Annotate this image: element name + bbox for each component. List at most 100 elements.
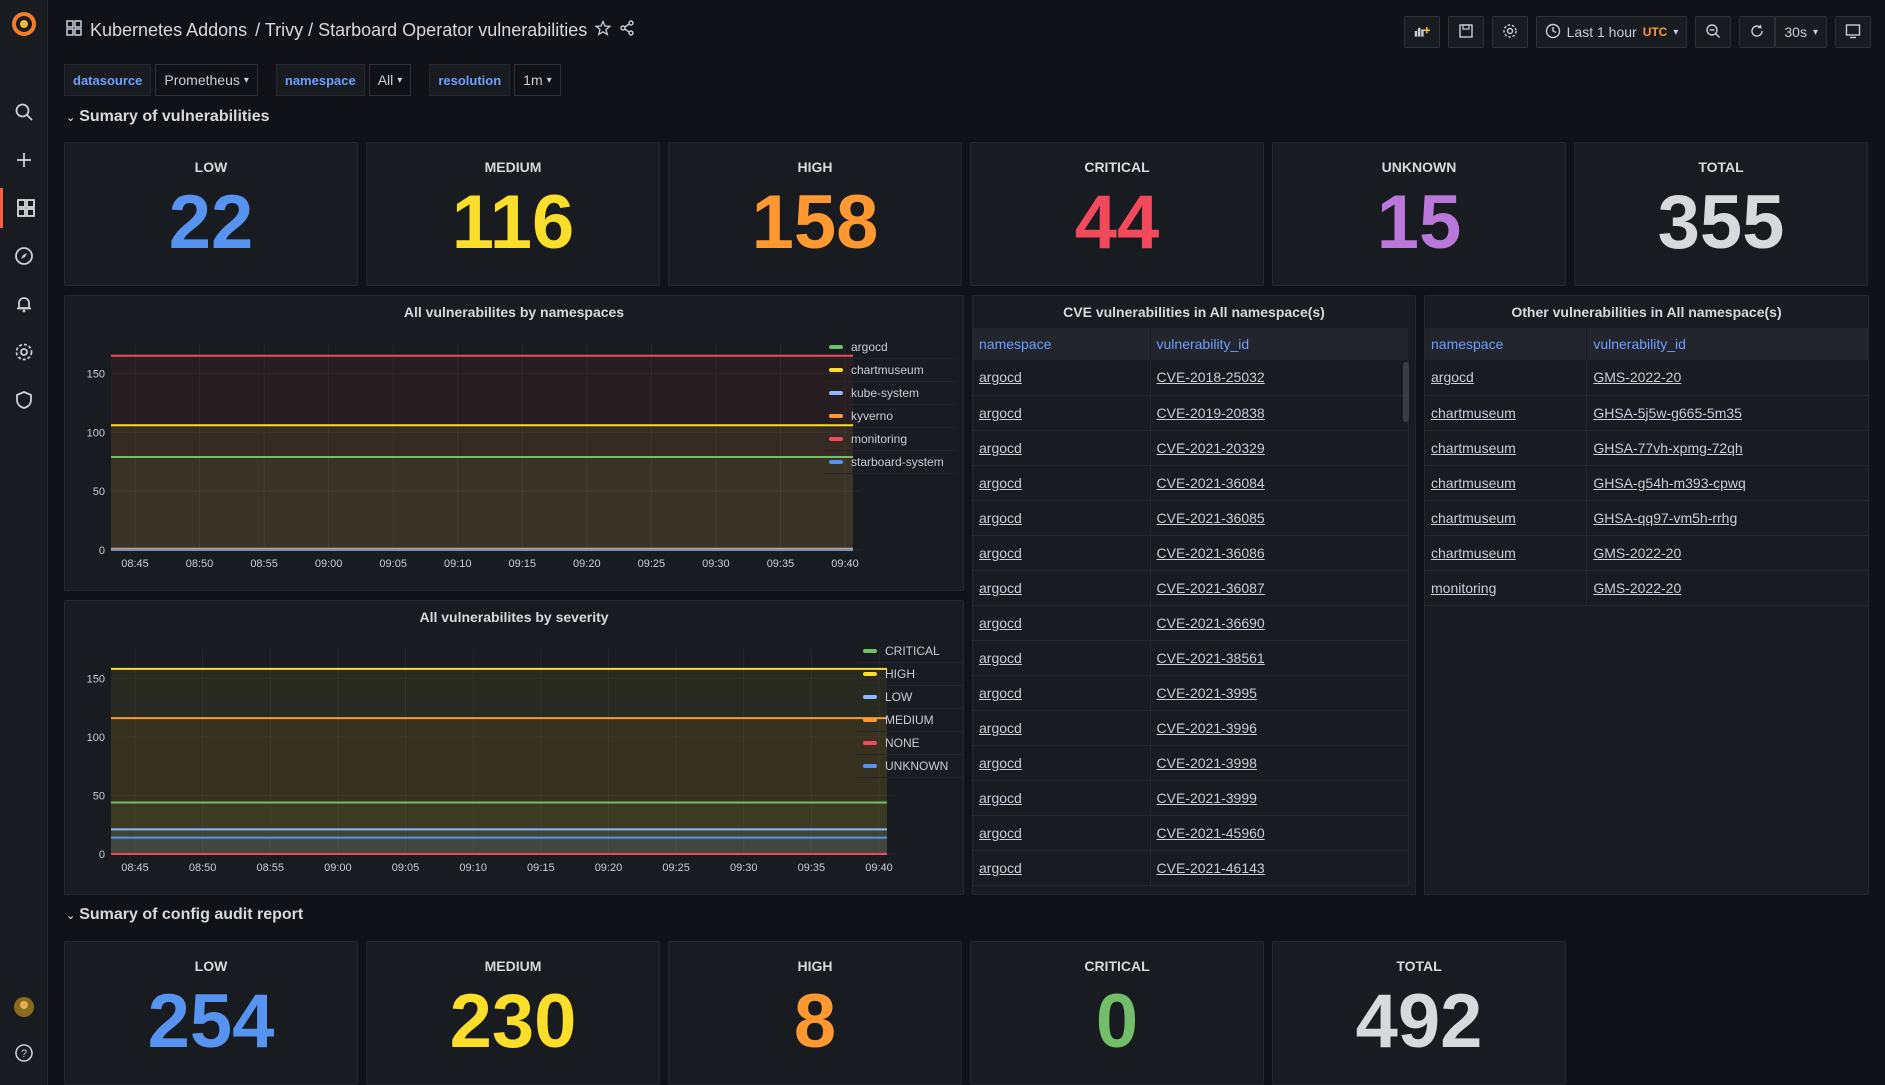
stat-title: TOTAL	[1698, 159, 1744, 175]
vulnerability-link[interactable]: CVE-2021-3999	[1150, 780, 1410, 816]
legend-item[interactable]: MEDIUM	[857, 709, 963, 732]
namespace-link[interactable]: argocd	[973, 395, 1151, 431]
column-header[interactable]: namespace	[973, 328, 1151, 360]
namespace-link[interactable]: argocd	[973, 640, 1151, 676]
shield-icon[interactable]	[0, 380, 48, 420]
legend-item[interactable]: starboard-system	[823, 451, 955, 474]
y-tick-label: 0	[99, 545, 105, 557]
vulnerability-link[interactable]: GMS-2022-20	[1586, 535, 1868, 571]
legend-item[interactable]: argocd	[823, 336, 955, 359]
legend-item[interactable]: UNKNOWN	[857, 755, 963, 778]
stat-title: CRITICAL	[1084, 159, 1150, 175]
legend-item[interactable]: HIGH	[857, 663, 963, 686]
legend-item[interactable]: monitoring	[823, 428, 955, 451]
row-config-audit-toggle[interactable]: ⌄ Sumary of config audit report	[66, 906, 303, 924]
table-scrollbar[interactable]	[1403, 362, 1409, 422]
vulnerability-link[interactable]: CVE-2021-36086	[1150, 535, 1410, 571]
legend-label: monitoring	[851, 432, 908, 446]
vulnerability-link[interactable]: CVE-2018-25032	[1150, 360, 1410, 396]
table-row: monitoring GMS-2022-20	[1425, 570, 1868, 606]
vulnerability-link[interactable]: GHSA-g54h-m393-cpwq	[1586, 465, 1868, 501]
vulnerability-link[interactable]: CVE-2021-45960	[1150, 815, 1410, 851]
namespace-link[interactable]: monitoring	[1425, 570, 1588, 606]
namespace-link[interactable]: argocd	[973, 745, 1151, 781]
namespace-link[interactable]: argocd	[973, 570, 1151, 606]
column-header[interactable]: vulnerability_id	[1150, 328, 1410, 360]
vulnerability-link[interactable]: CVE-2021-36690	[1150, 605, 1410, 641]
x-tick-label: 09:25	[638, 558, 666, 570]
legend-item[interactable]: chartmuseum	[823, 359, 955, 382]
add-panel-button[interactable]	[1403, 16, 1440, 48]
explore-icon[interactable]	[0, 236, 48, 276]
vulnerability-link[interactable]: CVE-2021-36084	[1150, 465, 1410, 501]
vulnerability-link[interactable]: CVE-2021-3996	[1150, 710, 1410, 746]
plus-icon[interactable]	[0, 140, 48, 180]
vulnerability-link[interactable]: CVE-2021-36085	[1150, 500, 1410, 536]
resolution-select[interactable]: 1m ▾	[514, 64, 561, 96]
legend-item[interactable]: kyverno	[823, 405, 955, 428]
datasource-select[interactable]: Prometheus ▾	[155, 64, 258, 96]
vulnerability-link[interactable]: GHSA-77vh-xpmg-72qh	[1586, 430, 1868, 466]
namespace-link[interactable]: argocd	[973, 535, 1151, 571]
share-icon[interactable]	[619, 20, 635, 41]
vulnerability-link[interactable]: CVE-2021-3995	[1150, 675, 1410, 711]
namespace-link[interactable]: argocd	[973, 780, 1151, 816]
grafana-logo-icon[interactable]	[10, 10, 38, 38]
namespace-link[interactable]: argocd	[973, 360, 1151, 396]
legend-item[interactable]: kube-system	[823, 382, 955, 405]
stat-title: TOTAL	[1396, 958, 1442, 974]
gear-icon[interactable]	[0, 332, 48, 372]
star-icon[interactable]	[594, 19, 612, 41]
namespace-link[interactable]: chartmuseum	[1425, 535, 1588, 571]
vulnerability-link[interactable]: CVE-2021-3998	[1150, 745, 1410, 781]
variable-label: namespace	[275, 64, 365, 96]
namespace-link[interactable]: argocd	[973, 605, 1151, 641]
chevron-down-icon: ▾	[546, 74, 552, 86]
namespace-link[interactable]: chartmuseum	[1425, 500, 1588, 536]
namespace-link[interactable]: argocd	[973, 675, 1151, 711]
namespace-link[interactable]: chartmuseum	[1425, 465, 1588, 501]
row-vulnerabilities-toggle[interactable]: ⌄ Sumary of vulnerabilities	[66, 108, 270, 126]
refresh-button[interactable]	[1739, 16, 1776, 48]
x-tick-label: 09:20	[595, 862, 623, 874]
namespace-link[interactable]: argocd	[973, 850, 1151, 886]
vulnerability-link[interactable]: CVE-2021-36087	[1150, 570, 1410, 606]
namespace-link[interactable]: argocd	[1425, 360, 1588, 396]
breadcrumb-folder[interactable]: Kubernetes Addons	[90, 20, 248, 40]
namespace-link[interactable]: argocd	[973, 710, 1151, 746]
table-row: chartmuseum GHSA-77vh-xpmg-72qh	[1425, 430, 1868, 466]
vulnerability-link[interactable]: CVE-2021-38561	[1150, 640, 1410, 676]
stat-panel-total: TOTAL 492	[1272, 941, 1566, 1085]
vulnerability-link[interactable]: GMS-2022-20	[1586, 570, 1868, 606]
namespace-link[interactable]: argocd	[973, 430, 1151, 466]
legend-item[interactable]: LOW	[857, 686, 963, 709]
vulnerability-link[interactable]: CVE-2021-20329	[1150, 430, 1410, 466]
refresh-interval-picker[interactable]: 30s ▾	[1775, 16, 1827, 48]
vulnerability-link[interactable]: GHSA-qq97-vm5h-rrhg	[1586, 500, 1868, 536]
vulnerability-link[interactable]: GHSA-5j5w-g665-5m35	[1586, 395, 1868, 431]
column-header[interactable]: vulnerability_id	[1586, 328, 1868, 360]
save-button[interactable]	[1447, 16, 1484, 48]
help-icon[interactable]: ?	[0, 1033, 48, 1073]
avatar[interactable]	[0, 987, 48, 1027]
time-picker[interactable]: Last 1 hour UTC ▾	[1535, 16, 1688, 48]
namespace-link[interactable]: argocd	[973, 815, 1151, 851]
legend-item[interactable]: CRITICAL	[857, 640, 963, 663]
namespace-link[interactable]: chartmuseum	[1425, 395, 1588, 431]
settings-button[interactable]	[1491, 16, 1528, 48]
vulnerability-link[interactable]: CVE-2021-46143	[1150, 850, 1410, 886]
legend-item[interactable]: NONE	[857, 732, 963, 755]
zoom-out-button[interactable]	[1695, 16, 1732, 48]
bell-icon[interactable]	[0, 284, 48, 324]
vulnerability-link[interactable]: GMS-2022-20	[1586, 360, 1868, 396]
namespace-link[interactable]: chartmuseum	[1425, 430, 1588, 466]
search-icon[interactable]	[0, 92, 48, 132]
vulnerability-link[interactable]: CVE-2019-20838	[1150, 395, 1410, 431]
tv-mode-button[interactable]	[1835, 16, 1871, 48]
dashboard-title[interactable]: / Trivy / Starboard Operator vulnerabili…	[255, 20, 588, 40]
namespace-link[interactable]: argocd	[973, 500, 1151, 536]
dashboards-icon[interactable]	[0, 188, 48, 228]
namespace-link[interactable]: argocd	[973, 465, 1151, 501]
column-header[interactable]: namespace	[1425, 328, 1588, 360]
namespace-select[interactable]: All ▾	[368, 64, 412, 96]
